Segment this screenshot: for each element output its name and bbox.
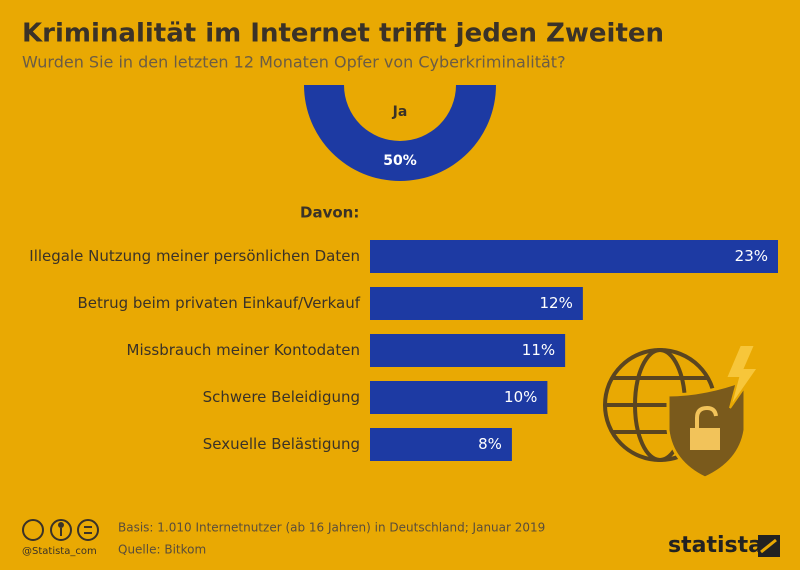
footer-basis: Basis: 1.010 Internetnutzer (ab 16 Jahre… [118, 521, 545, 535]
category-label: Sexuelle Belästigung [203, 435, 360, 453]
category-label: Missbrauch meiner Kontodaten [127, 341, 361, 359]
category-label: Illegale Nutzung meiner persönlichen Dat… [29, 247, 360, 265]
donut-slice [304, 85, 496, 181]
brand-icon [758, 535, 780, 557]
value-label: 50% [383, 153, 417, 169]
value-label: 23% [735, 247, 768, 265]
bar [370, 334, 566, 367]
bar [370, 428, 512, 461]
brand: statista [668, 533, 763, 558]
subtitle: Wurden Sie in den letzten 12 Monaten Opf… [22, 53, 566, 72]
bar [370, 287, 583, 320]
title: Kriminalität im Internet trifft jeden Zw… [22, 19, 664, 49]
category-label: Ja [392, 104, 408, 120]
value-label: 11% [522, 341, 555, 359]
value-label: 12% [540, 294, 573, 312]
bar [370, 240, 778, 273]
footer-source: Quelle: Bitkom [118, 543, 206, 557]
category-label: Schwere Beleidigung [203, 388, 360, 406]
security-icon [603, 344, 760, 480]
value-label: 8% [478, 435, 502, 453]
cc-icons [22, 519, 99, 541]
bar [370, 381, 548, 414]
section-heading: Davon: [300, 204, 359, 222]
value-label: 10% [504, 388, 537, 406]
footer-handle: @Statista_com [22, 546, 97, 557]
category-label: Betrug beim privaten Einkauf/Verkauf [78, 294, 361, 312]
